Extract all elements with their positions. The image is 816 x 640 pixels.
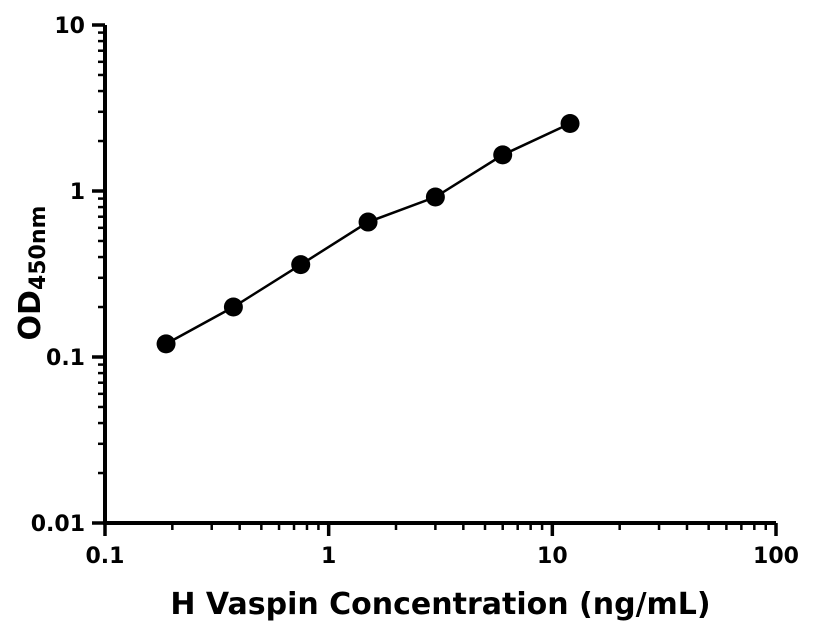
data-point xyxy=(156,334,176,354)
y-axis-title: OD450nm xyxy=(13,206,51,341)
y-tick-label: 10 xyxy=(54,14,85,39)
data-point xyxy=(560,114,580,134)
axis-spines xyxy=(103,25,776,525)
data-point xyxy=(425,187,445,207)
y-tick-label: 0.1 xyxy=(46,346,85,371)
y-axis-title-sub: 450nm xyxy=(26,205,51,291)
y-tick-label: 0.01 xyxy=(31,512,85,537)
x-tick-label: 1 xyxy=(321,544,336,569)
y-axis-title-main: OD xyxy=(13,290,48,341)
y-tick-label: 1 xyxy=(70,180,85,205)
data-point xyxy=(493,145,513,165)
data-point xyxy=(358,212,378,232)
data-point xyxy=(223,297,243,317)
x-tick-label: 0.1 xyxy=(86,544,125,569)
x-axis-title: H Vaspin Concentration (ng/mL) xyxy=(170,587,711,622)
x-tick-label: 10 xyxy=(537,544,568,569)
x-tick-label: 100 xyxy=(753,544,799,569)
data-point xyxy=(291,255,311,275)
